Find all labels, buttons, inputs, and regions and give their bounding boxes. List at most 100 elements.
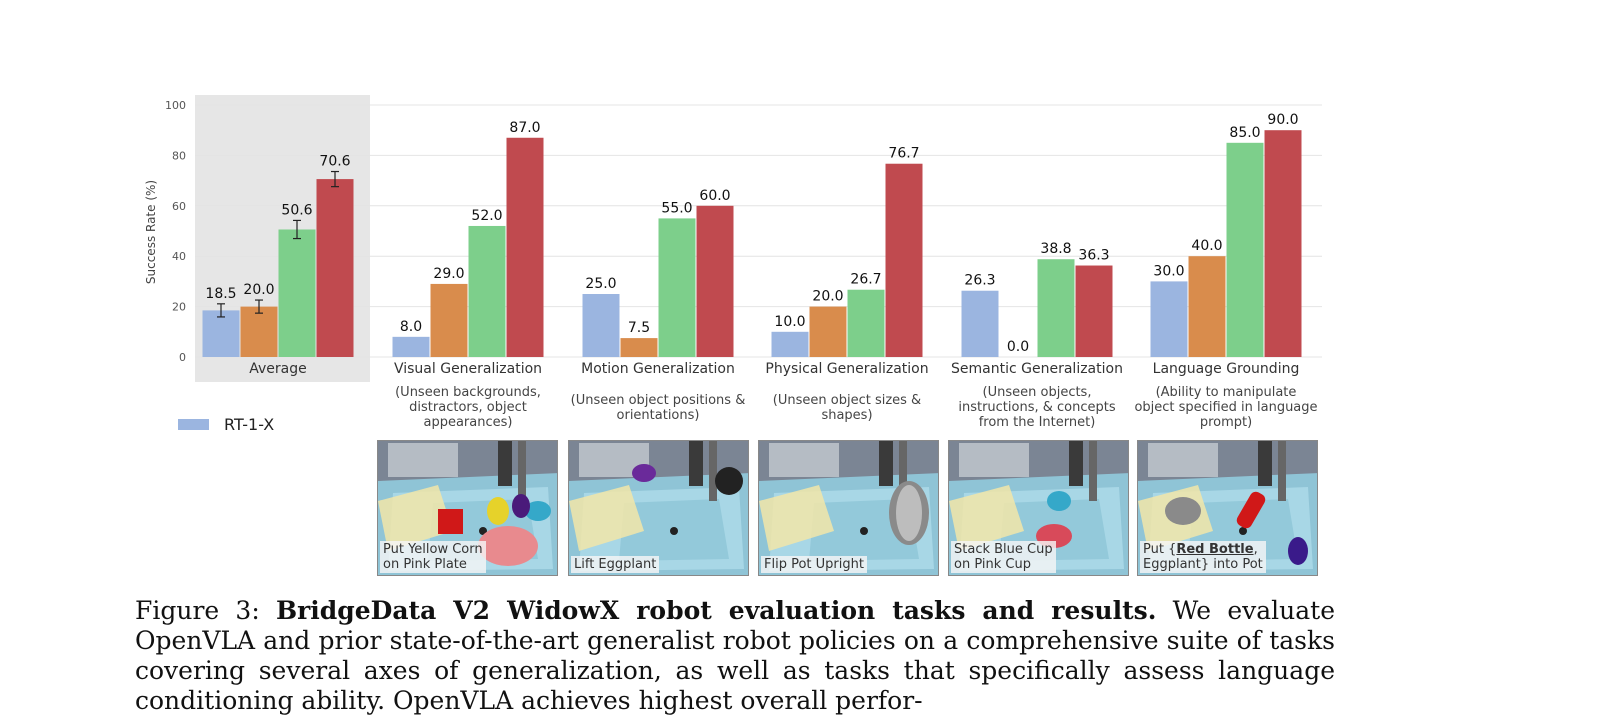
category-description: (Unseen objects, — [983, 385, 1092, 400]
category-description: orientations) — [617, 408, 700, 423]
task-photo: Put {Red Bottle, Eggplant} into Pot — [1137, 440, 1318, 576]
value-label: 70.6 — [319, 154, 350, 170]
category-label: Language Grounding — [1153, 361, 1300, 377]
task-photo: Flip Pot Upright — [758, 440, 939, 576]
task-photo: Put Yellow Corn on Pink Plate — [377, 440, 558, 576]
category-label: Physical Generalization — [765, 361, 928, 377]
legend: RT-1-XOctoRT-2-XOpenVLA (ours) — [178, 415, 274, 434]
category-label: Visual Generalization — [394, 361, 542, 377]
value-label: 26.3 — [964, 273, 995, 289]
task-label-line: Eggplant} into Pot — [1143, 557, 1263, 572]
category-description: (Ability to manipulate — [1156, 385, 1297, 400]
task-photo: Stack Blue Cup on Pink Cup — [948, 440, 1129, 576]
value-label: 0.0 — [1007, 339, 1029, 355]
bar — [620, 338, 658, 357]
bar — [202, 310, 240, 357]
value-label: 38.8 — [1040, 241, 1071, 257]
category-description: object specified in language — [1134, 400, 1317, 415]
task-label-line: Flip Pot Upright — [764, 557, 864, 572]
y-tick-label: 80 — [172, 149, 186, 162]
category-label: Semantic Generalization — [951, 361, 1123, 377]
task-label-text: Put { — [1143, 542, 1177, 557]
bar — [1075, 265, 1113, 357]
task-label-line: Put Yellow Corn — [383, 542, 483, 557]
category-labels: Average Visual Generalization (Unseen back… — [249, 361, 1317, 430]
bar — [278, 229, 316, 357]
bar — [847, 289, 885, 357]
category-description: shapes) — [821, 408, 872, 423]
value-label: 52.0 — [471, 208, 502, 224]
value-label: 90.0 — [1267, 112, 1298, 128]
y-axis-ticks: 0 20 40 60 80 100 — [165, 99, 186, 364]
task-label-line: on Pink Plate — [383, 557, 467, 572]
task-label: Lift Eggplant — [571, 556, 660, 573]
bar — [961, 290, 999, 357]
value-label: 50.6 — [281, 202, 312, 218]
category-description: appearances) — [424, 415, 513, 430]
task-label: Put {Red Bottle, Eggplant} into Pot — [1140, 541, 1266, 573]
y-tick-label: 20 — [172, 301, 186, 314]
category-description: (Unseen backgrounds, — [395, 385, 541, 400]
caption-title: BridgeData V2 WidowX robot evaluation ta… — [276, 596, 1157, 625]
gridlines — [195, 104, 1322, 358]
bar — [696, 205, 734, 357]
task-photo: Lift Eggplant — [568, 440, 749, 576]
legend-swatch — [178, 419, 209, 430]
robot-sink-scene — [569, 441, 748, 575]
value-label: 36.3 — [1078, 248, 1109, 264]
bar — [240, 306, 278, 357]
category-label: Average — [249, 361, 307, 377]
bar — [1264, 130, 1302, 357]
value-label: 25.0 — [585, 276, 616, 292]
category-description: (Unseen object positions & — [571, 393, 746, 408]
value-label: 10.0 — [774, 314, 805, 330]
bar — [809, 306, 847, 357]
category-description: from the Internet) — [979, 415, 1096, 430]
bar — [582, 294, 620, 357]
bar — [430, 283, 468, 357]
value-label: 60.0 — [699, 188, 730, 204]
bars: 18.5 8.0 25.0 10.0 26.3 30.0 20.0 29.0 7.5 20.0 0.… — [202, 112, 1302, 357]
value-label: 55.0 — [661, 200, 692, 216]
bar — [468, 225, 506, 357]
task-label-emphasis: Red Bottle — [1176, 542, 1254, 557]
bar-chart: 0 20 40 60 80 100 Success Rate (%) 18.5 8.0 25.… — [144, 95, 1322, 434]
task-label-line: Stack Blue Cup — [954, 542, 1053, 557]
y-tick-label: 100 — [165, 99, 186, 112]
bar — [1150, 281, 1188, 357]
value-label: 40.0 — [1191, 238, 1222, 254]
bar — [885, 163, 923, 357]
task-label-line: on Pink Cup — [954, 557, 1031, 572]
category-description: instructions, & concepts — [958, 400, 1115, 415]
figure-caption: Figure 3: BridgeData V2 WidowX robot eva… — [135, 596, 1335, 716]
value-label: 87.0 — [509, 120, 540, 136]
bar — [1037, 259, 1075, 357]
y-tick-label: 40 — [172, 250, 186, 263]
task-label-line: Lift Eggplant — [574, 557, 657, 572]
value-label: 26.7 — [850, 272, 881, 288]
bar — [1188, 256, 1226, 357]
caption-prefix: Figure 3: — [135, 596, 260, 625]
value-label: 29.0 — [433, 266, 464, 282]
value-label: 76.7 — [888, 146, 919, 162]
bar — [392, 336, 430, 357]
category-description: (Unseen object sizes & — [773, 393, 921, 408]
legend-label: RT-1-X — [224, 415, 274, 434]
category-label: Motion Generalization — [581, 361, 735, 377]
y-axis-label: Success Rate (%) — [144, 180, 158, 284]
bar — [771, 331, 809, 357]
bar — [1226, 142, 1264, 357]
bar — [506, 137, 544, 357]
task-label: Stack Blue Cup on Pink Cup — [951, 541, 1056, 573]
robot-sink-scene — [759, 441, 938, 575]
category-description: distractors, object — [409, 400, 527, 415]
bar — [658, 218, 696, 357]
bar — [316, 179, 354, 357]
y-tick-label: 0 — [179, 351, 186, 364]
value-label: 20.0 — [243, 282, 274, 298]
task-label: Put Yellow Corn on Pink Plate — [380, 541, 486, 573]
value-label: 18.5 — [205, 286, 236, 302]
category-description: prompt) — [1200, 415, 1252, 430]
value-label: 30.0 — [1153, 263, 1184, 279]
value-label: 85.0 — [1229, 125, 1260, 141]
